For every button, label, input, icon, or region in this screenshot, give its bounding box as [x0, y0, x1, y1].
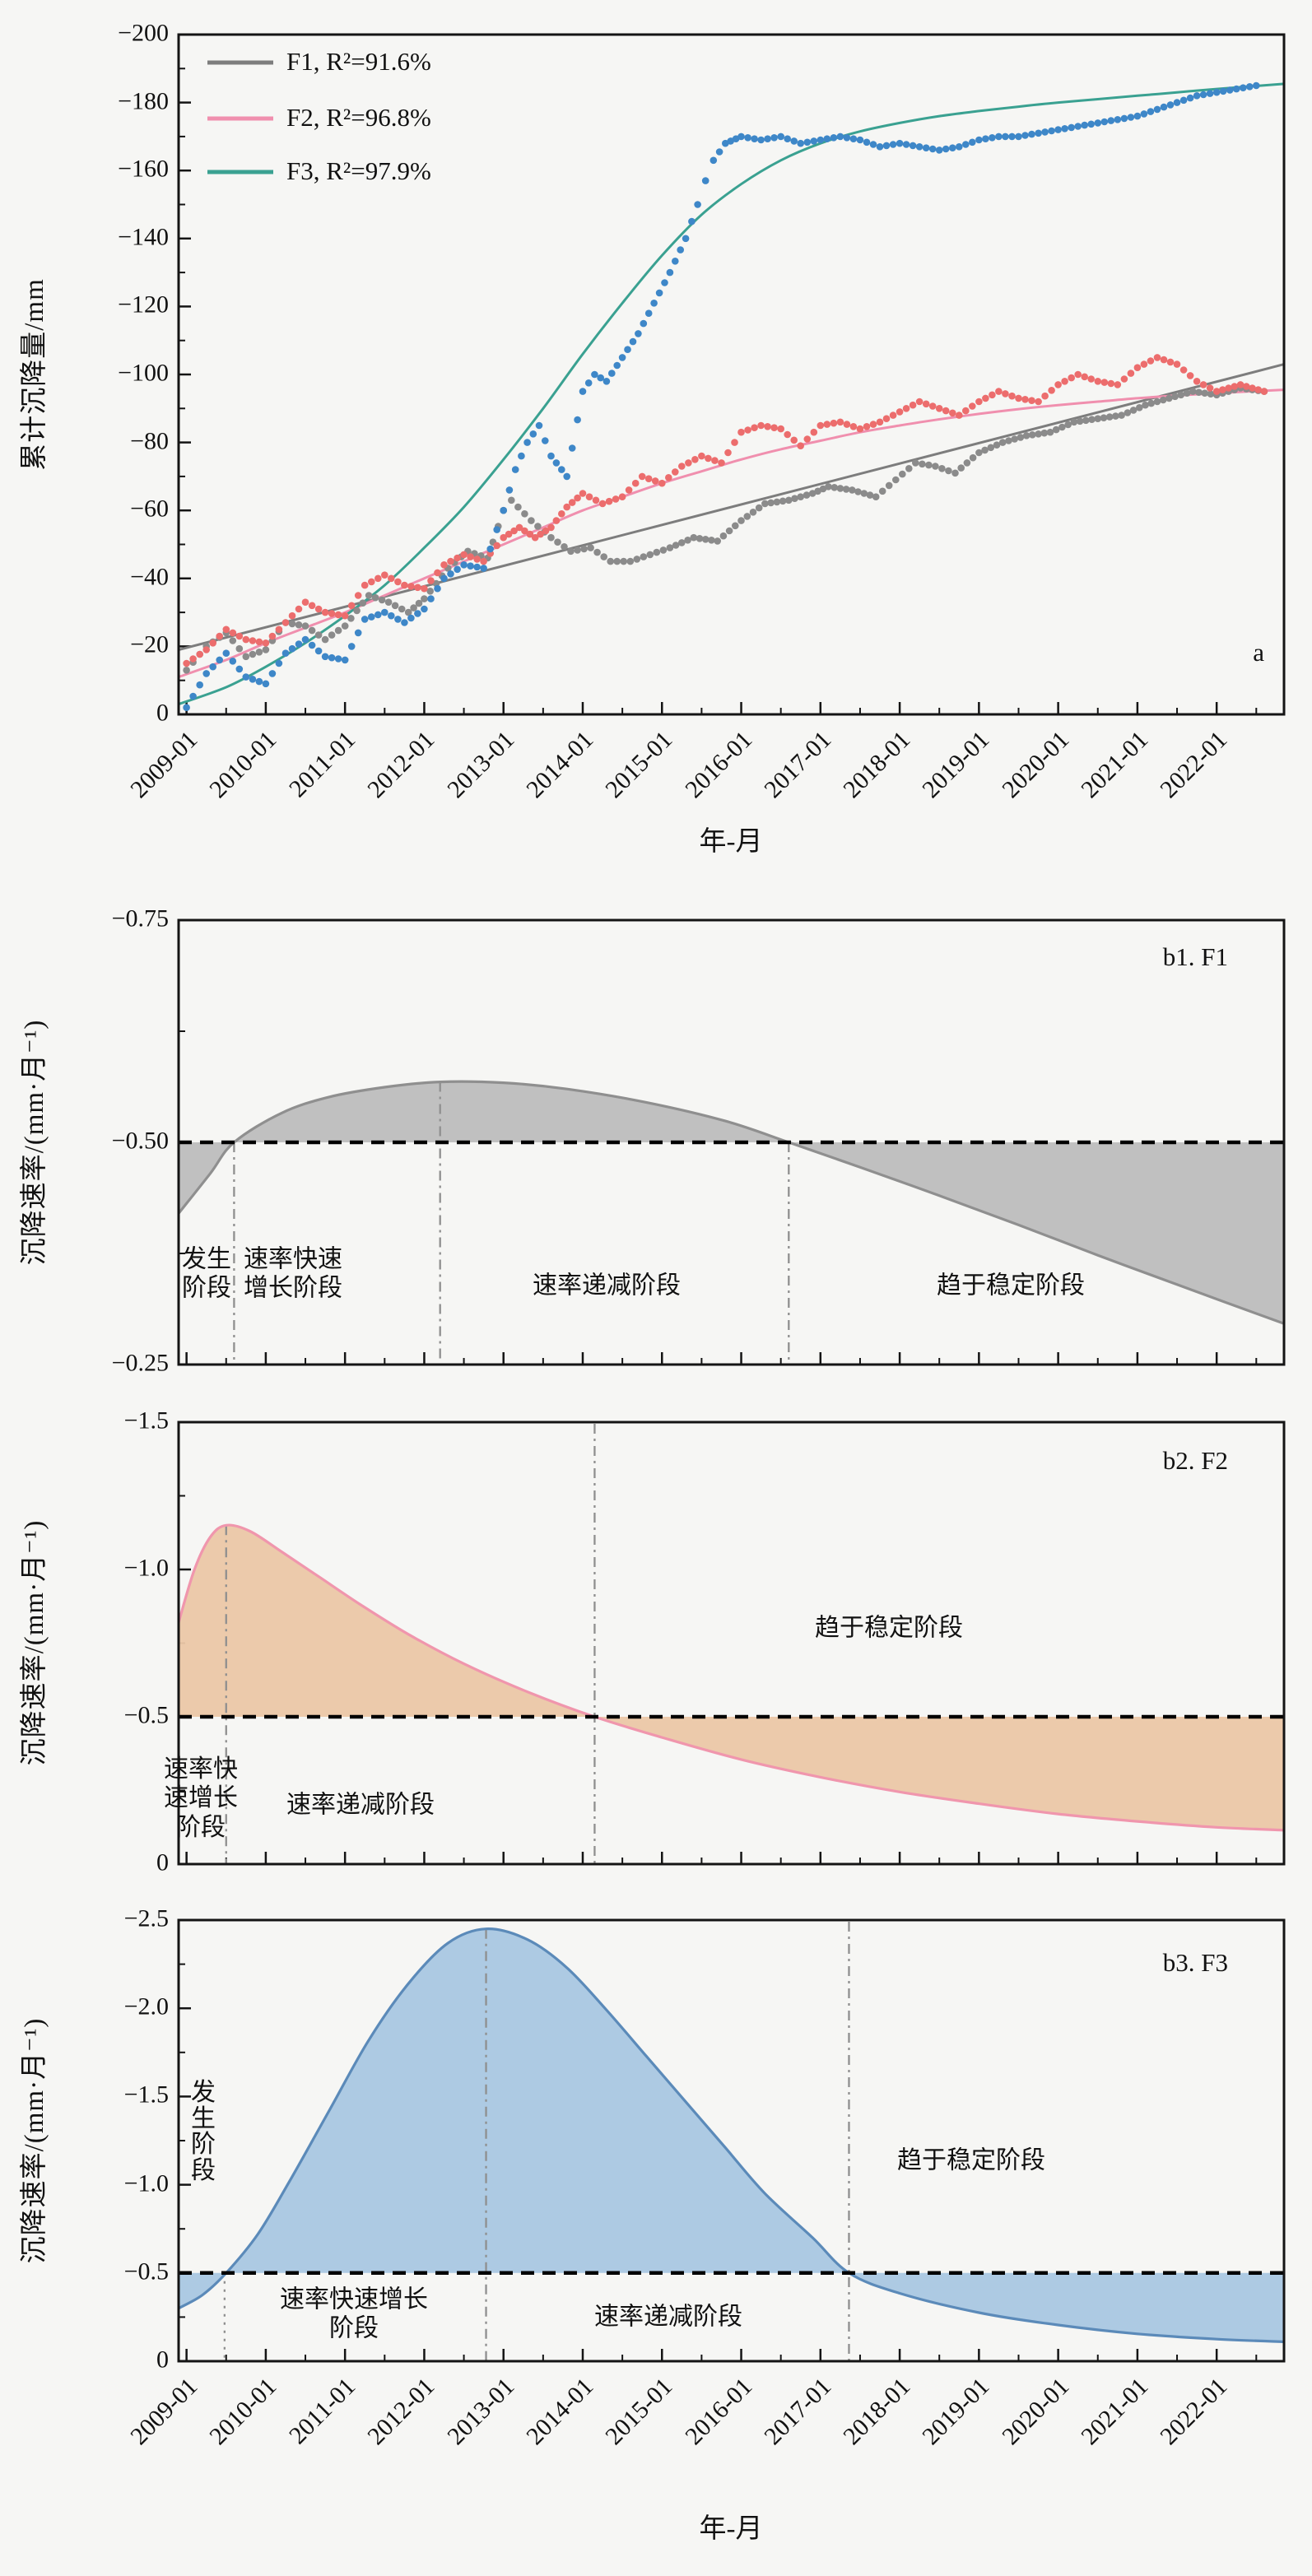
rate-area [179, 1525, 1284, 1830]
phase-b1-stabilizing: 趋于稳定阶段 [937, 1272, 1085, 1300]
panel-b3-ylabel: 沉降速率/(mm·月⁻¹) [20, 2017, 49, 2264]
panel-a-ylabel: 累计沉降量/mm [20, 278, 49, 471]
rate-curve [178, 1927, 1285, 2343]
rate-curve [177, 1523, 1285, 1832]
panel-b1-ylabel: 沉降速率/(mm·月⁻¹) [20, 1019, 49, 1266]
legend-item-f2: F2, R²=96.8% [286, 103, 431, 132]
frame [177, 1421, 1286, 1866]
y-tick-label: −100 [118, 359, 169, 387]
rate-curve [177, 1080, 1285, 1325]
y-tick-label: −1.0 [123, 1554, 169, 1582]
phase-b2-decreasing: 速率递减阶段 [286, 1791, 435, 1819]
y-tick-label: −140 [118, 223, 169, 251]
y-tick-label: −0.75 [111, 904, 169, 932]
panel-a-xlabel: 年-月 [699, 827, 763, 857]
panel-b1-tag: b1. F1 [1162, 942, 1228, 971]
phase-b2-rapid-growth: 速率快 速增长 阶段 [164, 1755, 238, 1841]
phase-b3-occurrence: 发 生 阶 段 [191, 2079, 216, 2184]
rate-area [179, 1081, 1284, 1324]
scatter-F1 [183, 384, 1268, 674]
y-tick-label: −0.50 [111, 1127, 169, 1155]
y-tick-label: −160 [118, 155, 169, 183]
y-tick-label: −60 [130, 495, 169, 523]
y-tick-label: −1.5 [123, 1407, 169, 1434]
y-tick-label: 0 [156, 1848, 169, 1876]
y-tick-label: 0 [156, 2346, 169, 2374]
fit-F2 [178, 388, 1285, 679]
scatter-F2 [183, 354, 1268, 667]
legend-item-f3: F3, R²=97.9% [286, 156, 431, 185]
phase-b3-rapid-growth: 速率快速增长 阶段 [280, 2285, 428, 2342]
y-tick-label: −40 [130, 563, 169, 591]
rate-area [179, 1928, 1284, 2342]
y-tick-label: −2.0 [123, 1992, 169, 2020]
panel-b2 [177, 1421, 1286, 1866]
y-tick-label: −80 [130, 426, 169, 454]
y-tick-label: −2.5 [123, 1904, 169, 1932]
panel-b3-tag: b3. F3 [1162, 1948, 1228, 1977]
scatter-F3 [183, 81, 1260, 711]
panel-a [177, 33, 1286, 716]
y-tick-label: −200 [118, 19, 169, 47]
panel-b3 [177, 1918, 1286, 2363]
frame [177, 918, 1286, 1366]
panel-b2-ylabel: 沉降速率/(mm·月⁻¹) [20, 1519, 49, 1766]
fit-F1 [178, 363, 1285, 651]
y-tick-label: −120 [118, 291, 169, 319]
y-tick-label: −20 [130, 630, 169, 658]
fit-F3 [178, 82, 1285, 706]
phase-b3-stabilizing: 趋于稳定阶段 [897, 2146, 1045, 2174]
frame [177, 33, 1286, 716]
phase-b2-stabilizing: 趋于稳定阶段 [815, 1614, 963, 1642]
phase-b1-decreasing: 速率递减阶段 [533, 1272, 681, 1300]
y-tick-label: −180 [118, 86, 169, 114]
y-tick-label: −0.5 [123, 1701, 169, 1729]
phase-b1-rapid-growth: 速率快速 增长阶段 [244, 1245, 342, 1302]
legend-item-f1: F1, R²=91.6% [286, 47, 431, 76]
y-tick-label: −0.25 [111, 1349, 169, 1377]
panel-b2-tag: b2. F2 [1162, 1446, 1228, 1475]
phase-b3-decreasing: 速率递减阶段 [594, 2303, 742, 2331]
y-tick-label: −0.5 [123, 2257, 169, 2285]
panel-a-tag: a [1253, 638, 1264, 667]
frame [177, 1918, 1286, 2363]
panel-b3-xlabel: 年-月 [699, 2514, 763, 2544]
phase-b1-occurrence: 发生 阶段 [182, 1245, 231, 1302]
y-tick-label: −1.5 [123, 2081, 169, 2109]
panel-b1 [177, 918, 1286, 1366]
y-tick-label: 0 [156, 699, 169, 727]
y-tick-label: −1.0 [123, 2169, 169, 2197]
